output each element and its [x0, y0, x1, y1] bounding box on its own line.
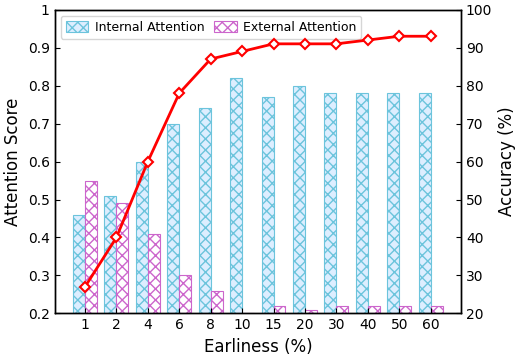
Bar	[305, 310, 317, 314]
Y-axis label: Attention Score: Attention Score	[4, 97, 22, 226]
Bar	[262, 97, 274, 314]
Bar	[368, 306, 380, 314]
Bar	[387, 93, 399, 314]
Bar	[324, 93, 336, 314]
Bar	[293, 86, 305, 314]
Bar	[85, 180, 97, 314]
Bar	[419, 93, 431, 314]
Bar	[116, 203, 128, 314]
Bar	[211, 291, 223, 314]
Bar	[356, 93, 368, 314]
Bar	[399, 306, 411, 314]
Bar	[274, 306, 285, 314]
Bar	[179, 275, 191, 314]
Legend: Internal Attention, External Attention: Internal Attention, External Attention	[61, 16, 361, 39]
Bar	[73, 215, 85, 314]
Bar	[431, 306, 443, 314]
Bar	[230, 78, 242, 314]
Bar	[242, 314, 254, 321]
Bar	[105, 196, 116, 314]
X-axis label: Earliness (%): Earliness (%)	[203, 338, 312, 356]
Bar	[167, 123, 179, 314]
Bar	[199, 108, 211, 314]
Bar	[136, 162, 148, 314]
Bar	[336, 306, 348, 314]
Y-axis label: Accuracy (%): Accuracy (%)	[498, 107, 516, 216]
Bar	[148, 234, 160, 314]
